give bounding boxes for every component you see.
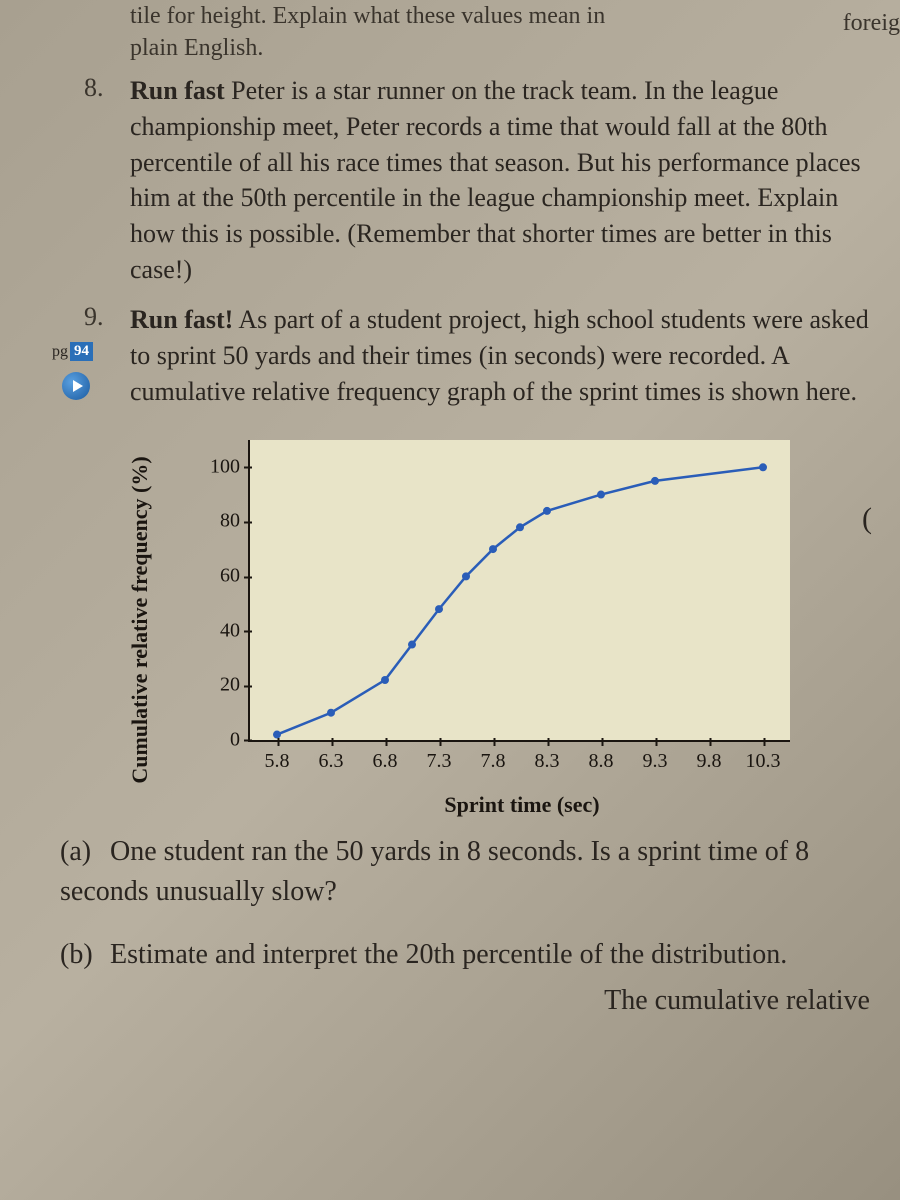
chart-y-tick: 40 (220, 619, 250, 642)
problem-8-number: 8. (84, 73, 104, 103)
chart-x-tick: 7.8 (481, 740, 506, 773)
pg-number: 94 (70, 342, 93, 361)
chart-y-axis-label: Cumulative relative frequency (%) (127, 456, 153, 783)
chart-x-tick: 5.8 (265, 740, 290, 773)
chart-x-tick: 8.3 (535, 740, 560, 773)
problem-8: 8. Run fast Peter is a star runner on th… (60, 73, 880, 288)
question-a-label: (a) (60, 832, 110, 873)
fragment-bottom: The cumulative relative (60, 985, 880, 1017)
problem-9-number: 9. (84, 302, 104, 332)
page-ref-badge: pg 94 (52, 342, 93, 361)
fragment-line1: tile for height. Explain what these valu… (130, 3, 605, 29)
chart-y-tick: 0 (230, 728, 250, 751)
question-b-label: (b) (60, 935, 110, 976)
play-icon (62, 372, 90, 400)
chart-x-axis-label: Sprint time (sec) (444, 792, 599, 818)
chart-y-tick: 60 (220, 565, 250, 588)
chart-y-tick: 80 (220, 510, 250, 533)
question-b: (b)Estimate and interpret the 20th perce… (60, 935, 880, 976)
paren-fragment: ( (862, 502, 872, 536)
fragment-top: tile for height. Explain what these valu… (130, 0, 880, 65)
chart-plot-area: 0204060801005.86.36.87.37.88.38.89.39.81… (248, 440, 790, 742)
chart-container: Cumulative relative frequency (%) 020406… (170, 430, 810, 810)
chart-line (250, 440, 790, 740)
chart-x-tick: 9.8 (697, 740, 722, 773)
chart-y-tick: 20 (220, 674, 250, 697)
chart-y-tick: 100 (210, 455, 250, 478)
chart-x-tick: 6.8 (373, 740, 398, 773)
chart-x-tick: 10.3 (746, 740, 781, 773)
problem-9: 9. pg 94 Run fast! As part of a student … (60, 302, 880, 410)
question-b-text: Estimate and interpret the 20th percenti… (110, 939, 787, 970)
problem-8-text: Run fast Peter is a star runner on the t… (130, 73, 880, 288)
textbook-page: foreig tile for height. Explain what the… (0, 0, 900, 1017)
chart-x-tick: 9.3 (643, 740, 668, 773)
pg-label: pg (52, 343, 68, 361)
chart-x-tick: 8.8 (589, 740, 614, 773)
problem-9-text: Run fast! As part of a student project, … (130, 302, 880, 410)
fragment-right: foreig (843, 10, 900, 37)
question-a-text: One student ran the 50 yards in 8 second… (60, 836, 809, 908)
fragment-line2: plain English. (130, 35, 263, 61)
chart-x-tick: 7.3 (427, 740, 452, 773)
question-a: (a)One student ran the 50 yards in 8 sec… (60, 832, 880, 913)
chart-x-tick: 6.3 (319, 740, 344, 773)
